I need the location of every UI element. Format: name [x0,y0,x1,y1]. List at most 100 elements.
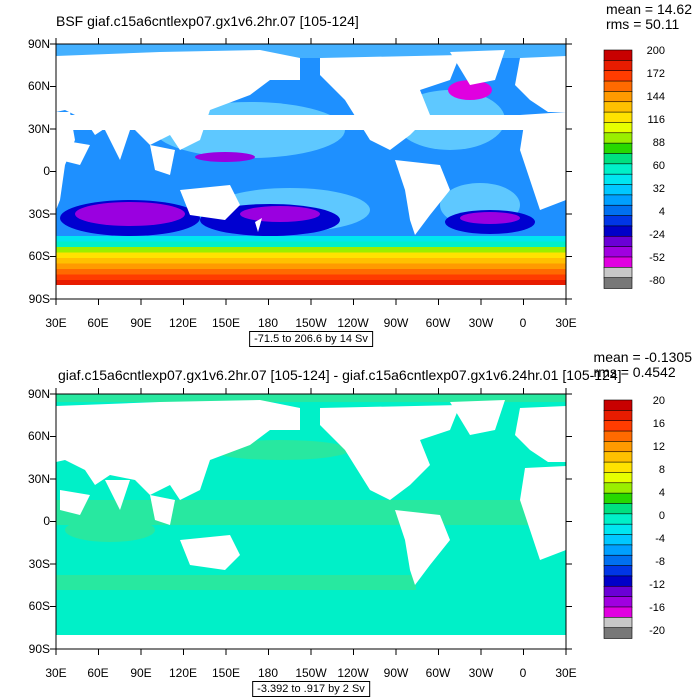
labrador-sea-low [448,80,492,100]
lat-tick-label: 0 [43,164,50,178]
colorbar-swatch [603,503,633,515]
south-pacific-purple [240,206,320,222]
lon-tick-label: 120W [337,316,369,330]
colorbar-swatch [603,554,633,567]
colorbar-label: 16 [652,418,665,430]
acc-band [56,263,566,270]
colorbar-swatch [603,627,633,639]
new-zealand [255,218,262,232]
lat-tick-label: 60S [28,599,50,613]
colorbar-swatch [603,60,633,72]
colorbar-swatch [603,606,633,619]
colorbar-swatch [603,70,633,82]
map-area [56,44,566,299]
lon-tick-label: 60W [425,316,451,330]
lon-tick-label: 90E [130,316,152,330]
map-area [56,394,566,649]
lon-tick-label: 180 [257,666,279,680]
acc-band [56,269,566,275]
acc-band [56,280,566,286]
colorbar-label: 20 [652,395,665,407]
colorbar-swatch [603,565,633,577]
colorbar-label: 4 [658,487,665,499]
colorbar-swatch [603,575,633,588]
lon-tick-label: 90E [130,666,152,680]
colorbar-swatch [603,523,633,536]
map-figure [50,38,633,305]
colorbar-swatch [603,235,633,248]
colorbar-swatch [603,132,633,144]
europe [515,406,566,462]
lat-tick-label: 30S [28,557,50,571]
lon-tick-label: 30E [555,316,577,330]
southeast-asia [150,495,175,525]
colorbar-swatch [603,122,633,134]
south-atlantic-purple [460,212,520,224]
lon-tick-label: 120E [168,316,198,330]
lon-tick-label: 90W [383,316,409,330]
southern-band [56,575,416,590]
colorbar-swatch [603,184,633,196]
antarctica [56,285,566,299]
lon-tick-label: 60E [87,316,109,330]
colorbar-label: 4 [658,206,665,218]
colorbar-swatch [603,246,633,258]
acc-band [56,258,566,264]
colorbar-label: -52 [649,252,665,264]
acc-band [56,236,566,242]
contour-range-note: -71.5 to 206.6 by 14 Sv [249,331,373,347]
colorbar-swatch [603,142,633,155]
colorbar-swatch [603,91,633,103]
colorbar-swatch [603,80,633,93]
antarctic-circumpolar-current [56,236,566,286]
axis-ticks [50,38,572,305]
lon-tick-label: 120W [337,666,369,680]
colorbar [603,399,633,639]
australia [180,185,240,220]
colorbar-swatch [603,399,633,412]
colorbar-label: 144 [646,91,665,103]
eurasia [56,400,300,500]
colorbar-label: 172 [646,68,665,80]
lon-tick-label: 90W [383,666,409,680]
lon-tick-label: 30E [555,666,577,680]
europe [515,56,566,112]
lon-tick-label: 150E [211,316,241,330]
arctic-band [56,394,566,402]
panel-title: giaf.c15a6cntlexp07.gx1v6.2hr.07 [105-12… [58,367,622,383]
colorbar-swatch [603,277,633,289]
lat-tick-label: 90S [28,292,50,306]
colorbar-swatch [603,492,633,505]
lat-tick-label: 30N [27,472,50,486]
lon-tick-label: 30W [468,666,494,680]
colorbar-swatch [603,173,633,186]
acc-band [56,252,566,259]
colorbar-swatch [603,420,633,432]
north-america [320,405,460,500]
africa [56,112,566,210]
north-america [320,55,460,150]
arabia [60,140,90,165]
indian-ocean-patch [65,518,155,542]
lon-tick-label: 150W [295,316,327,330]
lon-tick-label: 0 [519,666,527,680]
colorbar-swatch [603,617,633,629]
colorbar-swatch [603,163,633,175]
tropical-band [56,500,566,525]
lat-tick-label: 60N [27,429,50,443]
australia [180,535,240,570]
lat-tick-label: 90N [27,37,50,51]
axis-ticks [50,388,572,655]
antarctica [56,635,566,649]
lat-tick-label: 60S [28,249,50,263]
bsf-map-panel: BSF giaf.c15a6cntlexp07.gx1v6.2hr.07 [10… [27,2,692,347]
lon-tick-label: 0 [519,316,527,330]
colorbar-swatch [603,451,633,463]
colorbar-swatch [603,544,633,557]
colorbar [603,49,633,289]
lon-tick-label: 150E [211,666,241,680]
map-figure [50,388,633,655]
lon-tick-label: 60W [425,666,451,680]
equatorial-pacific-purple [195,152,255,162]
south-america [395,510,450,585]
